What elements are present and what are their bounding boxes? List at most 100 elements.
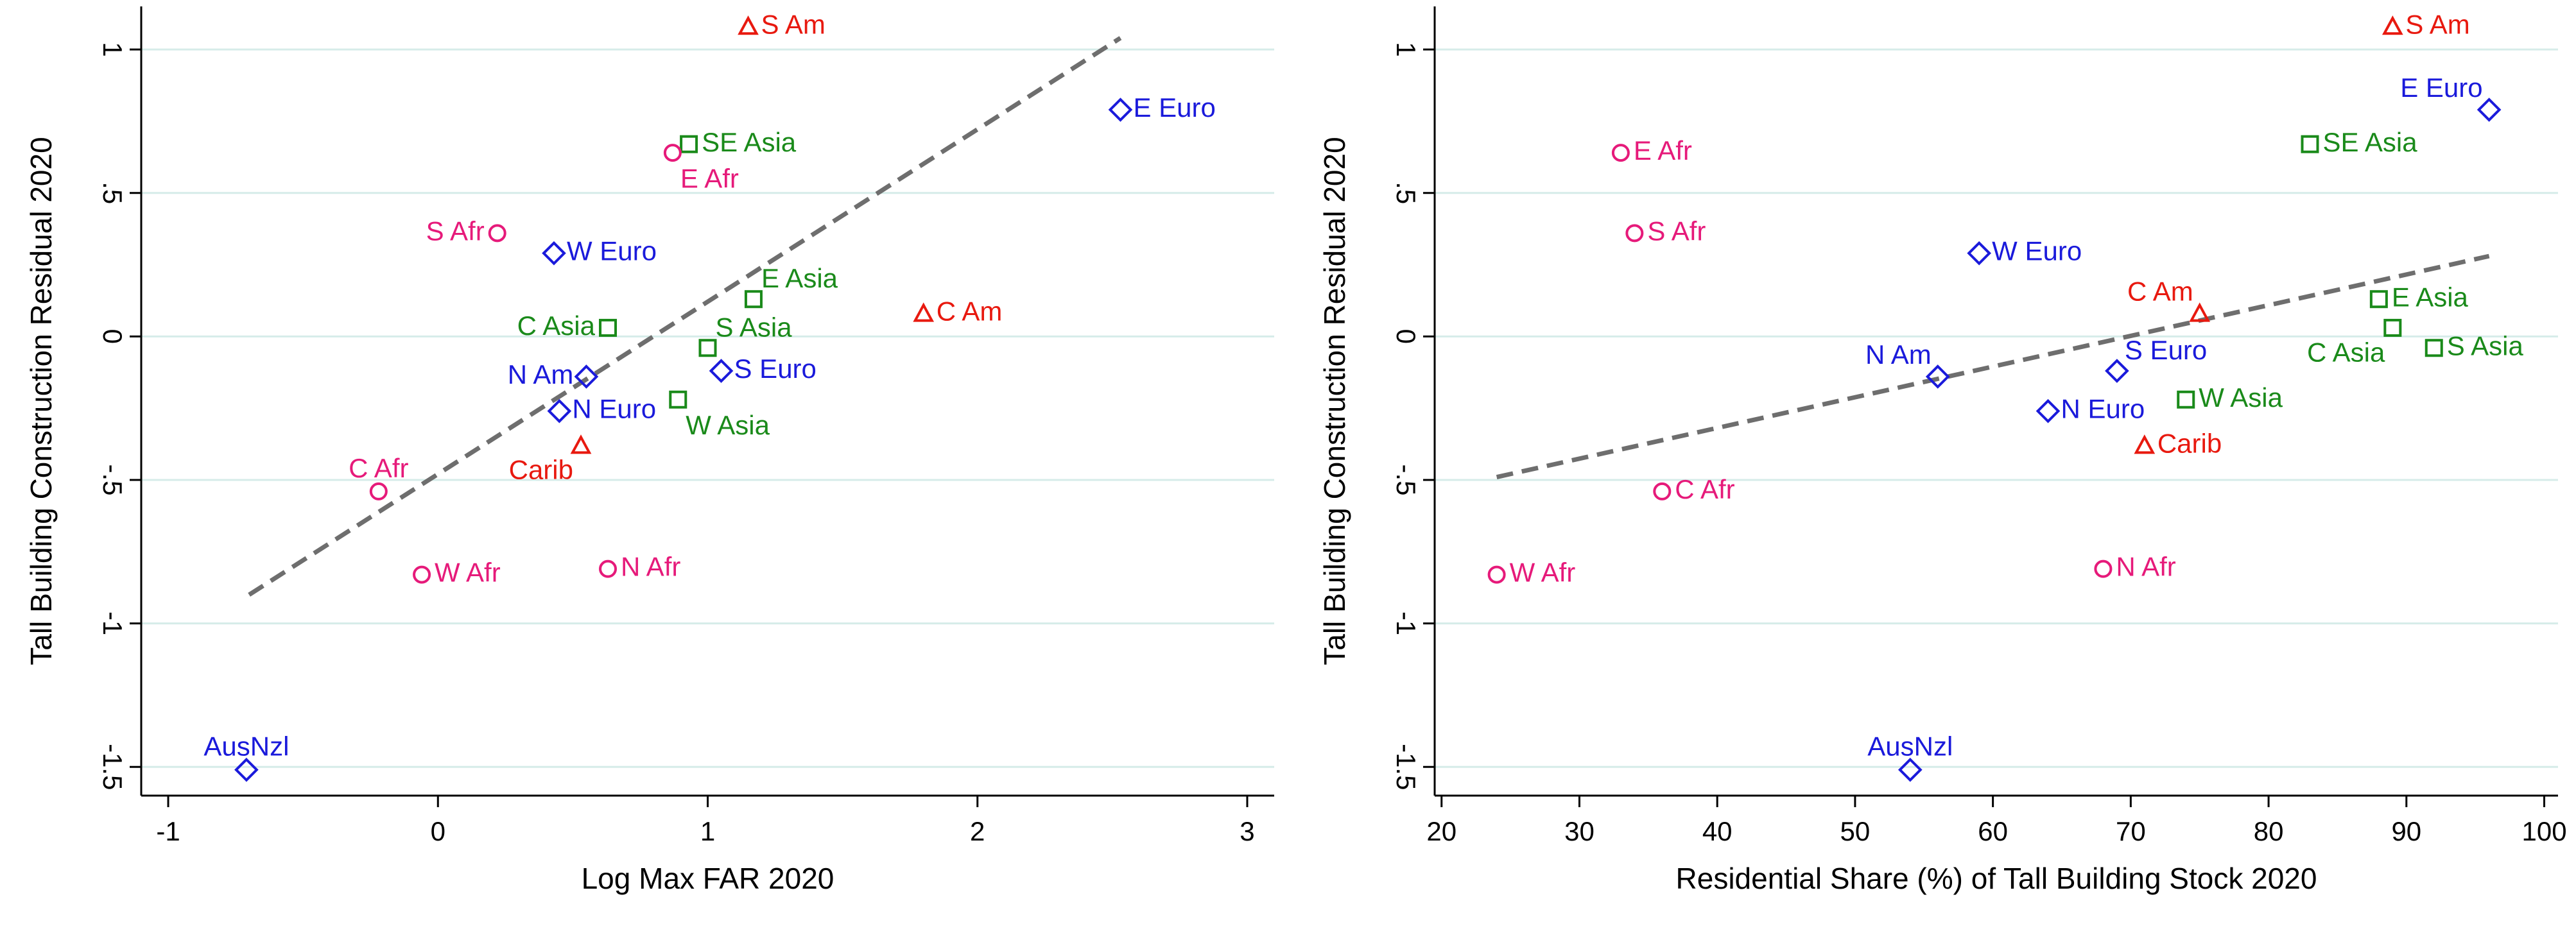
y-tick-label: 0 [1391, 329, 1421, 344]
point-label-n-euro: N Euro [572, 394, 656, 424]
point-label-n-euro: N Euro [2061, 394, 2145, 424]
point-label-n-am: N Am [508, 359, 574, 389]
point-n-afr [599, 559, 618, 578]
point-n-am [1925, 364, 1950, 389]
x-tick-label: 50 [1840, 816, 1871, 846]
point-s-asia [698, 339, 717, 357]
x-tick-label: 40 [1702, 816, 1733, 846]
point-label-s-am: S Am [2405, 9, 2469, 39]
point-label-s-asia: S Asia [2447, 330, 2524, 361]
point-label-s-afr: S Afr [426, 216, 485, 246]
x-tick-label: 70 [2116, 816, 2146, 846]
point-label-e-afr: E Afr [1634, 135, 1692, 166]
point-label-w-afr: W Afr [435, 558, 501, 588]
y-tick-label: -1 [98, 611, 128, 635]
point-n-am [574, 364, 599, 389]
point-label-c-asia: C Asia [517, 311, 596, 341]
x-tick-label: 90 [2391, 816, 2421, 846]
point-label-c-am: C Am [2127, 277, 2193, 307]
point-s-am [2382, 15, 2403, 35]
point-label-s-asia: S Asia [716, 312, 793, 342]
point-label-s-afr: S Afr [1647, 216, 1706, 246]
point-label-e-afr: E Afr [680, 164, 739, 194]
point-se-asia [680, 135, 698, 153]
point-label-c-asia: C Asia [2307, 337, 2385, 367]
point-label-e-euro: E Euro [1133, 92, 1215, 123]
point-label-n-afr: N Afr [2116, 552, 2175, 582]
point-label-carib: Carib [509, 455, 573, 485]
point-label-w-asia: W Asia [686, 410, 770, 440]
y-tick-label: -.5 [1391, 464, 1421, 495]
point-c-afr [369, 482, 388, 500]
y-tick-label: -1.5 [1391, 744, 1421, 790]
point-label-ausnzl: AusNzl [203, 731, 289, 762]
y-tick-label: 1 [1391, 42, 1421, 56]
point-c-am [2189, 302, 2211, 322]
point-label-s-am: S Am [761, 9, 826, 39]
point-e-afr [1611, 144, 1630, 162]
point-label-w-afr: W Afr [1510, 558, 1576, 588]
point-label-e-asia: E Asia [2392, 282, 2469, 312]
y-tick-label: 1 [98, 42, 128, 56]
point-n-euro [547, 398, 572, 423]
point-s-am [738, 15, 759, 35]
point-e-asia [744, 290, 763, 309]
x-tick-label: 20 [1426, 816, 1457, 846]
point-w-asia [2177, 390, 2195, 409]
point-label-ausnzl: AusNzl [1867, 731, 1953, 762]
point-w-afr [1487, 565, 1506, 584]
point-label-s-euro: S Euro [2125, 335, 2207, 365]
point-w-asia [669, 390, 687, 409]
x-tick-label: 2 [970, 816, 985, 846]
point-c-asia [599, 318, 618, 337]
point-n-afr [2094, 559, 2113, 578]
fit-line [248, 36, 1122, 597]
point-w-afr [413, 565, 431, 584]
point-label-n-afr: N Afr [621, 552, 680, 582]
y-tick-label: .5 [1391, 182, 1421, 204]
point-w-euro [542, 241, 566, 266]
y-axis-title: Tall Building Construction Residual 2020 [1318, 137, 1351, 665]
left-scatter-panel: 1 .5 0 -.5 -1 -1.5 -1 0 1 2 3 Log Max FAR 2020 Tall … [24, 6, 1274, 895]
point-label-se-asia: SE Asia [702, 127, 797, 157]
x-tick-label: 1 [700, 816, 715, 846]
point-label-e-asia: E Asia [761, 263, 838, 293]
point-w-euro [1967, 241, 1991, 266]
point-label-c-afr: C Afr [349, 453, 408, 483]
point-e-euro [2477, 98, 2502, 122]
x-tick-label: -1 [156, 816, 180, 846]
point-se-asia [2301, 135, 2319, 153]
y-tick-label: .5 [98, 182, 128, 204]
right-scatter-panel: 1 .5 0 -.5 -1 -1.520 30 40 50 60 70 80 90 100 Resident… [1318, 6, 2567, 895]
x-tick-label: 3 [1240, 816, 1254, 846]
point-label-e-euro: E Euro [2400, 73, 2482, 103]
x-tick-label: 80 [2254, 816, 2284, 846]
fit-line [1496, 253, 2490, 479]
point-s-afr [1625, 224, 1644, 243]
x-tick-label: 100 [2521, 816, 2566, 846]
point-label-s-euro: S Euro [734, 354, 817, 384]
point-s-euro [709, 359, 734, 383]
point-c-afr [1653, 482, 1672, 500]
y-tick-label: -1 [1391, 611, 1421, 635]
point-label-c-afr: C Afr [1675, 474, 1734, 504]
x-axis-title: Log Max FAR 2020 [582, 862, 834, 895]
y-tick-label: 0 [98, 329, 128, 344]
point-e-euro [1108, 98, 1133, 122]
y-tick-label: -.5 [98, 464, 128, 495]
point-s-afr [488, 224, 506, 243]
point-label-se-asia: SE Asia [2322, 127, 2417, 157]
point-label-c-am: C Am [937, 296, 1003, 327]
x-tick-label: 30 [1564, 816, 1595, 846]
point-carib [2134, 434, 2156, 454]
point-label-w-asia: W Asia [2199, 382, 2283, 413]
x-tick-label: 60 [1978, 816, 2008, 846]
point-e-afr [663, 144, 682, 162]
point-ausnzl [1897, 757, 1923, 782]
x-tick-label: 0 [431, 816, 445, 846]
point-label-w-euro: W Euro [1992, 236, 2082, 266]
point-label-w-euro: W Euro [567, 236, 657, 266]
point-c-asia [2383, 318, 2402, 337]
point-carib [570, 434, 592, 454]
